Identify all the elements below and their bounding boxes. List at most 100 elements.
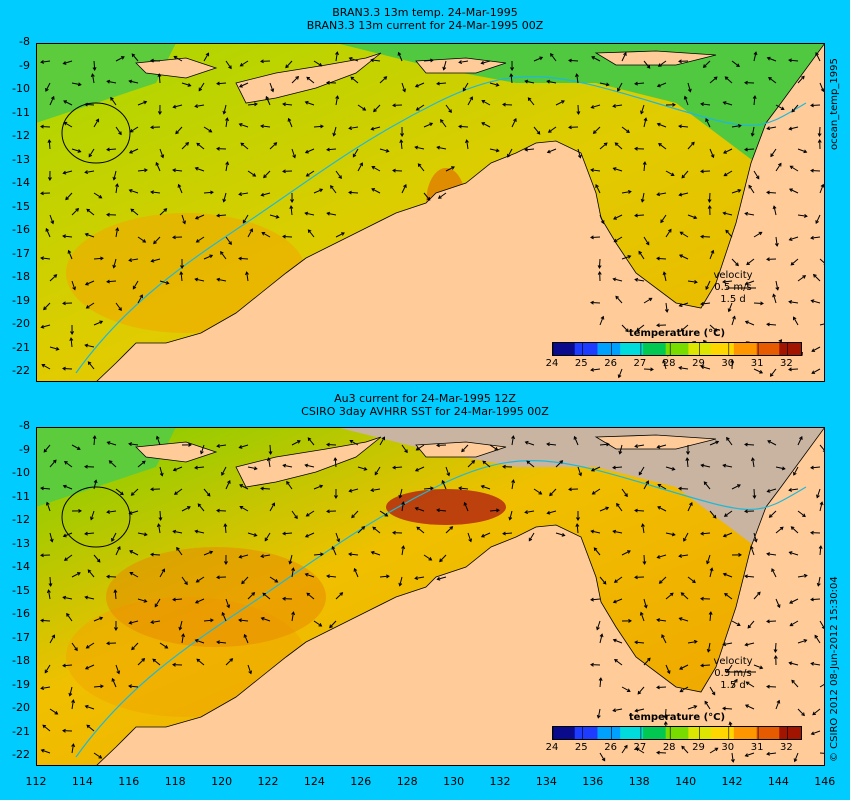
current-arrow [438, 192, 447, 199]
current-arrow [797, 148, 807, 153]
current-arrowhead [118, 307, 122, 312]
current-arrowhead [788, 661, 793, 666]
current-arrowhead [788, 300, 793, 304]
current-arrowhead [175, 130, 179, 135]
current-arrowhead [708, 611, 713, 615]
current-arrowhead [724, 593, 728, 597]
current-arrowhead [524, 510, 529, 515]
current-arrowhead [43, 448, 48, 453]
current-arrowhead [577, 154, 582, 159]
current-arrow [159, 208, 167, 216]
current-arrow [41, 257, 51, 260]
current-arrowhead [241, 580, 245, 585]
current-arrowhead [106, 509, 111, 514]
current-arrowhead [568, 125, 572, 130]
current-arrow [401, 502, 404, 512]
current-arrowhead [106, 641, 110, 646]
current-arrow [261, 232, 271, 238]
current-arrow [489, 148, 499, 152]
current-arrow [467, 460, 475, 468]
current-arrowhead [209, 254, 214, 259]
current-arrowhead [287, 117, 292, 122]
current-arrow [766, 323, 777, 326]
current-arrowhead [612, 638, 617, 643]
current-arrowhead [304, 149, 309, 154]
current-arrowhead [678, 124, 682, 129]
current-arrow [150, 553, 161, 556]
current-arrowhead [351, 514, 355, 519]
current-arrow [137, 532, 147, 536]
current-arrow [371, 59, 381, 62]
current-arrowhead [681, 745, 685, 750]
current-arrowhead [726, 436, 730, 441]
current-arrow [181, 142, 189, 150]
current-arrowhead [591, 56, 596, 60]
current-arrow [239, 444, 249, 449]
current-arrow [751, 126, 755, 136]
current-arrow [196, 576, 205, 583]
current-arrow [598, 258, 601, 269]
current-arrow [106, 148, 117, 151]
current-arrow [643, 161, 646, 172]
current-arrowhead [789, 622, 794, 627]
current-arrowhead [561, 532, 566, 537]
current-arrows [40, 435, 825, 763]
current-arrow [550, 53, 557, 62]
current-arrowhead [62, 61, 67, 65]
colorbar-tick: 26 [604, 742, 617, 753]
current-arrow [709, 148, 714, 158]
current-arrow [374, 466, 381, 475]
current-arrow [111, 532, 117, 542]
current-arrowhead [779, 526, 784, 531]
map-frame [36, 43, 825, 382]
current-arrow [392, 466, 403, 469]
current-arrow [636, 747, 645, 754]
current-arrowhead [282, 234, 286, 239]
current-arrow [591, 368, 601, 371]
current-arrowhead [144, 168, 148, 173]
current-arrowhead [76, 572, 81, 576]
current-arrow [657, 82, 667, 87]
current-arrow [724, 593, 733, 600]
current-arrow [525, 80, 535, 84]
current-arrow [247, 592, 255, 600]
current-arrowhead [766, 619, 770, 624]
current-arrowhead [335, 51, 339, 56]
current-arrow [401, 546, 404, 556]
current-arrow [305, 464, 315, 468]
current-arrow [111, 678, 117, 688]
no-data-region [336, 427, 825, 627]
current-arrowhead [41, 363, 46, 368]
current-arrowhead [700, 663, 704, 668]
current-arrowhead [76, 446, 81, 450]
current-arrowhead [179, 271, 184, 275]
current-arrow [599, 316, 604, 326]
current-arrow [797, 75, 805, 84]
current-arrowhead [430, 58, 434, 63]
hot-patch [386, 489, 506, 525]
current-arrow [445, 466, 450, 476]
current-arrowhead [176, 546, 180, 551]
current-arrow [775, 700, 780, 710]
current-arrowhead [788, 487, 793, 492]
current-arrowhead [658, 142, 662, 147]
current-arrow [71, 572, 81, 578]
current-arrowhead [414, 506, 419, 511]
current-arrowhead [656, 750, 660, 755]
current-arrowhead [150, 487, 154, 492]
colorbar-swatch [620, 726, 644, 740]
current-arrow [196, 236, 205, 243]
current-arrowhead [398, 494, 403, 499]
current-arrowhead [350, 76, 355, 81]
current-arrowhead [238, 192, 243, 197]
current-arrow [791, 526, 799, 534]
current-arrowhead [803, 213, 808, 218]
current-arrow [577, 466, 582, 476]
current-arrow [282, 532, 293, 535]
current-arrow [151, 620, 161, 623]
current-arrow [481, 60, 491, 64]
current-arrow [327, 575, 337, 578]
current-arrow [269, 502, 275, 512]
x-tick: 134 [535, 775, 557, 788]
current-arrow [63, 170, 73, 174]
